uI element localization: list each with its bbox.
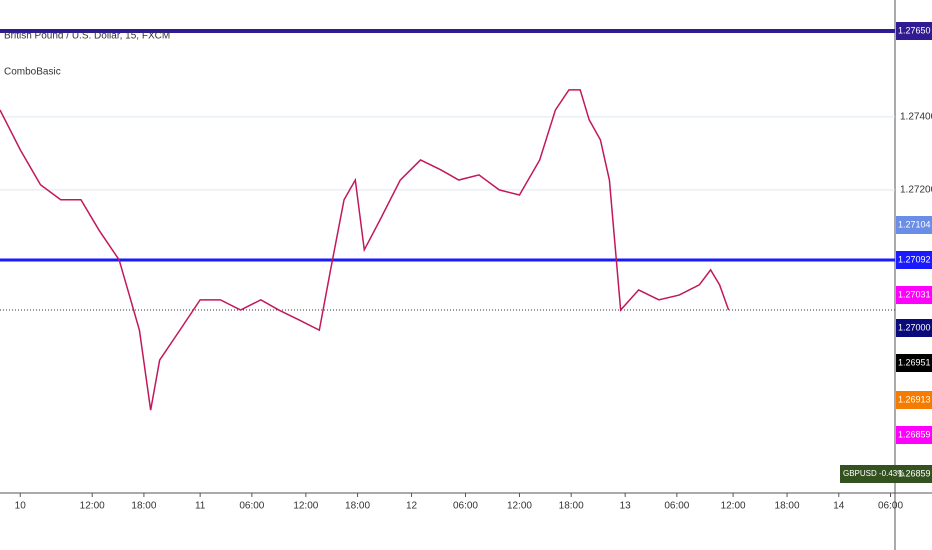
price-tag-label: 1.27104 bbox=[898, 219, 931, 229]
price-tag bbox=[896, 216, 932, 234]
x-tick-label: 18:00 bbox=[345, 501, 370, 512]
symbol-tag-label: GBPUSD -0.43% bbox=[843, 469, 904, 478]
price-tag bbox=[896, 251, 932, 269]
price-tag-label: 1.26951 bbox=[898, 357, 931, 367]
price-tag bbox=[896, 465, 932, 483]
price-tag-label: 1.26859 bbox=[898, 468, 931, 478]
x-tick-label: 18:00 bbox=[559, 501, 584, 512]
x-tick-label: 06:00 bbox=[664, 501, 689, 512]
price-line bbox=[0, 89, 730, 411]
x-tick-label: 06:00 bbox=[453, 501, 478, 512]
price-tag bbox=[896, 22, 932, 40]
x-tick-label: 12:00 bbox=[507, 501, 532, 512]
x-tick-label: 10 bbox=[15, 501, 27, 512]
price-tag bbox=[896, 354, 932, 372]
price-tag-label: 1.27092 bbox=[898, 254, 931, 264]
y-tick-label: 1.27400 bbox=[900, 111, 932, 122]
x-tick-label: 18:00 bbox=[131, 501, 156, 512]
symbol-tag bbox=[840, 465, 896, 483]
x-tick-label: 12:00 bbox=[721, 501, 746, 512]
x-tick-label: 06:00 bbox=[878, 501, 903, 512]
price-tag bbox=[896, 426, 932, 444]
x-tick-label: 11 bbox=[195, 501, 206, 512]
x-tick-label: 18:00 bbox=[775, 501, 800, 512]
price-tag bbox=[896, 391, 932, 409]
y-tick-label: 1.27200 bbox=[900, 185, 932, 196]
chart-title: British Pound / U.S. Dollar, 15, FXCM bbox=[4, 31, 170, 42]
x-tick-label: 06:00 bbox=[239, 501, 264, 512]
price-tag-label: 1.27650 bbox=[898, 25, 931, 35]
price-tag bbox=[896, 319, 932, 337]
price-tag-label: 1.27000 bbox=[898, 322, 931, 332]
price-tag-label: 1.26913 bbox=[898, 394, 931, 404]
price-tag-label: 1.26859 bbox=[898, 429, 931, 439]
indicator-name: ComboBasic bbox=[4, 67, 61, 78]
x-tick-label: 13 bbox=[620, 501, 632, 512]
price-tag bbox=[896, 286, 932, 304]
x-tick-label: 12:00 bbox=[80, 501, 105, 512]
x-tick-label: 12 bbox=[406, 501, 418, 512]
x-tick-label: 12:00 bbox=[293, 501, 318, 512]
x-tick-label: 14 bbox=[833, 501, 845, 512]
price-tag-label: 1.27031 bbox=[898, 289, 931, 299]
